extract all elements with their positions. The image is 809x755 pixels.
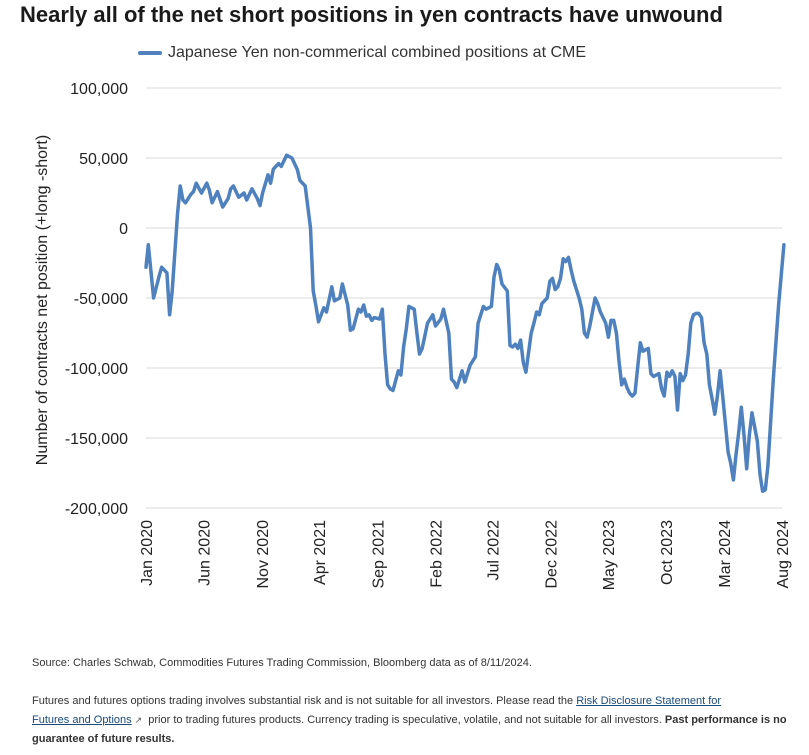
y-tick-label: 50,000 <box>79 151 128 168</box>
y-tick-label: -150,000 <box>65 431 128 448</box>
source-note: Source: Charles Schwab, Commodities Futu… <box>32 657 532 669</box>
x-tick-label: Jun 2020 <box>197 520 214 586</box>
y-tick-label: 0 <box>119 221 128 238</box>
x-tick-label: Mar 2024 <box>717 520 734 588</box>
y-axis-label: Number of contracts net position (+long … <box>34 135 51 465</box>
x-tick-label: Aug 2024 <box>775 520 792 589</box>
y-tick-label: -200,000 <box>65 501 128 518</box>
risk-disclosure-link[interactable]: Risk Disclosure Statement for Futures and… <box>32 695 722 726</box>
x-tick-label: Oct 2023 <box>659 520 676 585</box>
external-link-icon[interactable]: ↗ <box>134 715 143 725</box>
x-tick-label: Nov 2020 <box>255 520 272 589</box>
chart-title: Nearly all of the net short positions in… <box>20 2 723 27</box>
disclaimer-bold: Past performance is no guarantee of futu… <box>32 714 787 745</box>
legend-label: Japanese Yen non-commerical combined pos… <box>168 44 587 61</box>
y-tick-label: -100,000 <box>65 361 128 378</box>
x-tick-label: Sep 2021 <box>370 520 387 589</box>
line-chart: 100,000 50,000 0 -50,000 -100,000 -150,000 -20… <box>34 81 792 590</box>
series-line <box>144 153 786 493</box>
x-tick-label: Feb 2022 <box>429 520 446 588</box>
legend-swatch <box>138 51 162 55</box>
x-tick-label: May 2023 <box>601 520 618 590</box>
chart-legend: Japanese Yen non-commerical combined pos… <box>138 44 586 62</box>
y-tick-label: -50,000 <box>74 291 128 308</box>
disclaimer-text-2: prior to trading futures products. Curre… <box>145 714 665 726</box>
x-tick-label: Jan 2020 <box>139 520 156 586</box>
disclaimer: Futures and futures options trading invo… <box>32 692 792 749</box>
x-tick-label: Apr 2021 <box>312 520 329 585</box>
y-tick-label: 100,000 <box>70 81 128 98</box>
x-tick-label: Dec 2022 <box>544 520 561 589</box>
disclaimer-text-1: Futures and futures options trading invo… <box>32 695 577 707</box>
x-tick-label: Jul 2022 <box>485 520 502 581</box>
